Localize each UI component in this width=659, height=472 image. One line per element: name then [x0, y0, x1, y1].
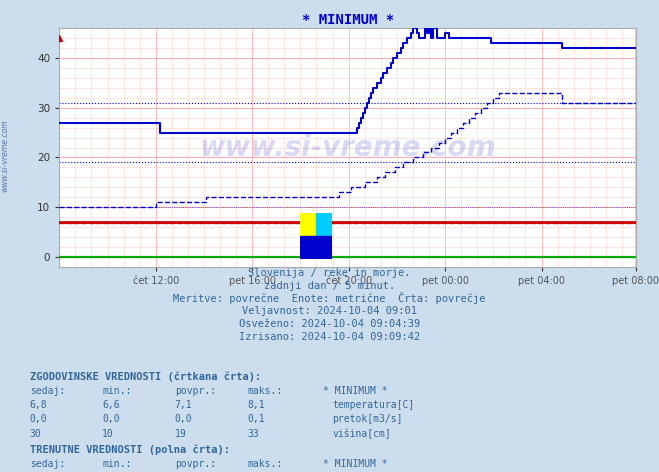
Text: Izrisano: 2024-10-04 09:09:42: Izrisano: 2024-10-04 09:09:42 — [239, 332, 420, 342]
Text: * MINIMUM *: * MINIMUM * — [323, 386, 387, 396]
Text: min.:: min.: — [102, 459, 132, 469]
Text: 0,0: 0,0 — [175, 414, 192, 424]
Text: sedaj:: sedaj: — [30, 386, 65, 396]
Text: maks.:: maks.: — [247, 386, 282, 396]
Text: 19: 19 — [175, 429, 186, 438]
Text: sedaj:: sedaj: — [30, 459, 65, 469]
Text: Meritve: povrečne  Enote: metrične  Črta: povrečje: Meritve: povrečne Enote: metrične Črta: … — [173, 292, 486, 303]
Text: 0,0: 0,0 — [30, 414, 47, 424]
Text: 30: 30 — [30, 429, 42, 438]
Polygon shape — [300, 213, 316, 236]
Text: 10: 10 — [102, 429, 114, 438]
Text: maks.:: maks.: — [247, 459, 282, 469]
Text: www.si-vreme.com: www.si-vreme.com — [1, 119, 10, 192]
Text: temperatura[C]: temperatura[C] — [332, 400, 415, 410]
Text: 8,1: 8,1 — [247, 400, 265, 410]
Text: ZGODOVINSKE VREDNOSTI (črtkana črta):: ZGODOVINSKE VREDNOSTI (črtkana črta): — [30, 371, 261, 382]
Text: povpr.:: povpr.: — [175, 386, 215, 396]
Text: 0,0: 0,0 — [102, 414, 120, 424]
Text: 6,6: 6,6 — [102, 400, 120, 410]
Text: 0,1: 0,1 — [247, 414, 265, 424]
Title: * MINIMUM *: * MINIMUM * — [302, 13, 393, 27]
Text: * MINIMUM *: * MINIMUM * — [323, 459, 387, 469]
Text: min.:: min.: — [102, 386, 132, 396]
Text: www.si-vreme.com: www.si-vreme.com — [200, 134, 496, 161]
Text: TRENUTNE VREDNOSTI (polna črta):: TRENUTNE VREDNOSTI (polna črta): — [30, 445, 229, 455]
Text: povpr.:: povpr.: — [175, 459, 215, 469]
Text: višina[cm]: višina[cm] — [332, 428, 391, 438]
Text: zadnji dan / 5 minut.: zadnji dan / 5 minut. — [264, 281, 395, 291]
Text: pretok[m3/s]: pretok[m3/s] — [332, 414, 403, 424]
Text: Veljavnost: 2024-10-04 09:01: Veljavnost: 2024-10-04 09:01 — [242, 306, 417, 316]
Text: 33: 33 — [247, 429, 259, 438]
Text: Slovenija / reke in morje.: Slovenija / reke in morje. — [248, 268, 411, 278]
Text: 7,1: 7,1 — [175, 400, 192, 410]
Text: Osveženo: 2024-10-04 09:04:39: Osveženo: 2024-10-04 09:04:39 — [239, 319, 420, 329]
Text: 6,8: 6,8 — [30, 400, 47, 410]
